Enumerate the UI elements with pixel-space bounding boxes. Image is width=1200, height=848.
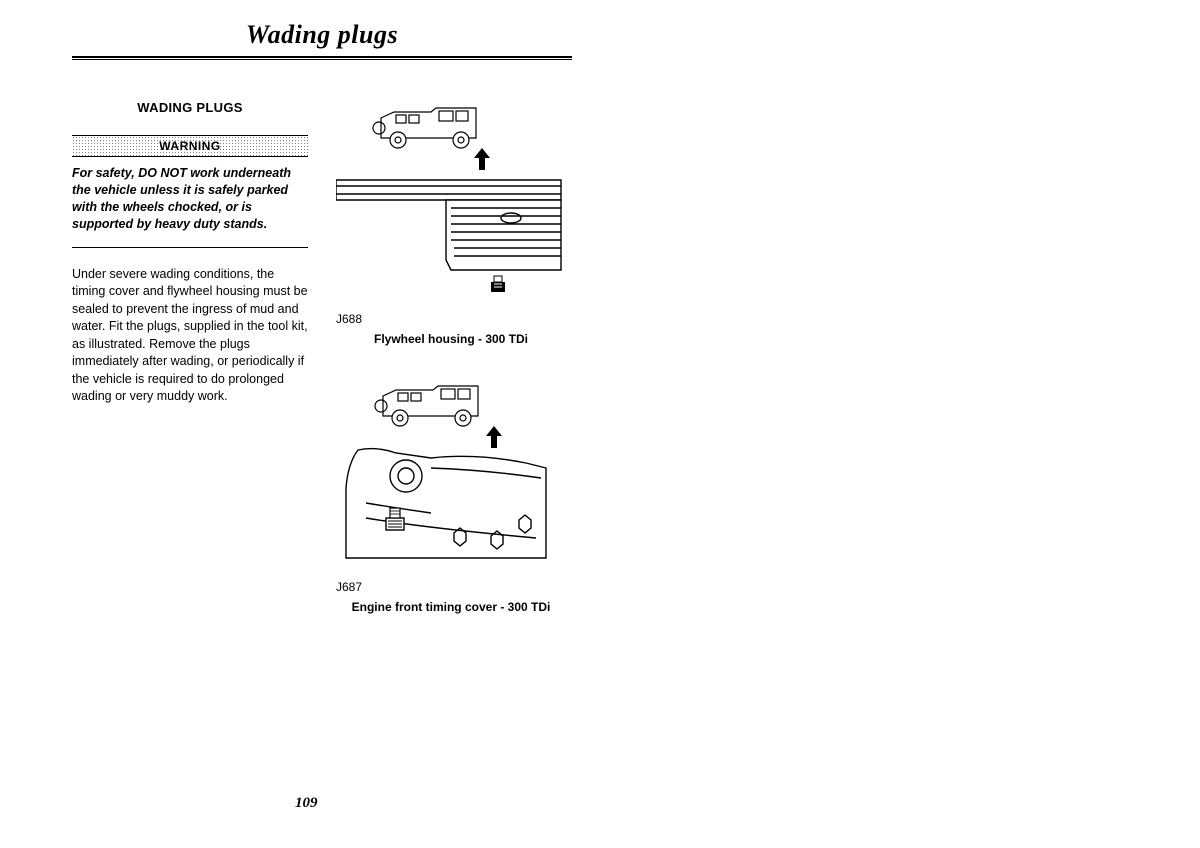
page-title: Wading plugs — [72, 20, 572, 56]
figure-caption-2: Engine front timing cover - 300 TDi — [336, 600, 566, 614]
figure-caption-1: Flywheel housing - 300 TDi — [336, 332, 566, 346]
section-divider — [72, 247, 308, 248]
left-column: WADING PLUGS WARNING For safety, DO NOT … — [72, 100, 308, 646]
diagram-timing-cover — [336, 378, 566, 578]
figure-reference-2: J687 — [336, 580, 566, 594]
figure-timing-cover: J687 Engine front timing cover - 300 TDi — [336, 378, 566, 614]
figure-flywheel-housing: J688 Flywheel housing - 300 TDi — [336, 100, 566, 346]
section-heading: WADING PLUGS — [72, 100, 308, 115]
header-divider — [72, 56, 572, 60]
body-paragraph: Under severe wading conditions, the timi… — [72, 266, 308, 406]
warning-label: WARNING — [72, 135, 308, 157]
page-number: 109 — [295, 795, 318, 812]
diagram-flywheel-housing — [336, 100, 566, 310]
warning-text: For safety, DO NOT work underneath the v… — [72, 165, 308, 233]
right-column: J688 Flywheel housing - 300 TDi — [336, 100, 566, 646]
content-columns: WADING PLUGS WARNING For safety, DO NOT … — [72, 100, 572, 646]
document-page: Wading plugs WADING PLUGS WARNING For sa… — [72, 20, 572, 646]
figure-reference-1: J688 — [336, 312, 566, 326]
